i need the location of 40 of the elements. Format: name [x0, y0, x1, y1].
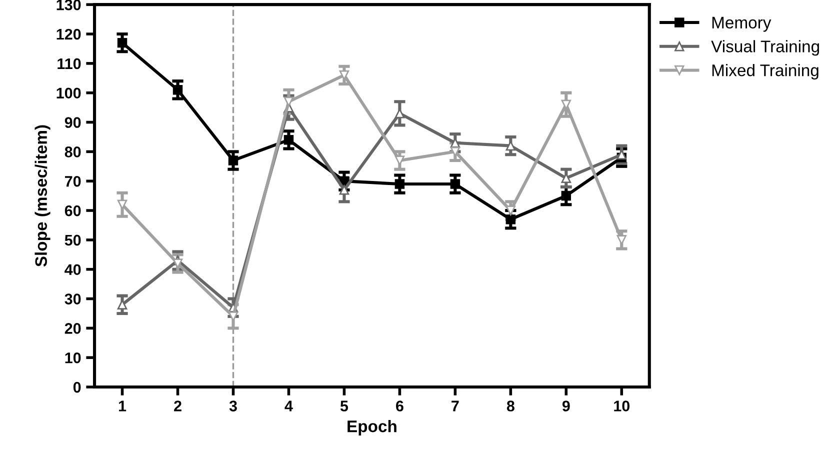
point [284, 135, 294, 145]
legend-label: Mixed Training [712, 64, 818, 80]
x-tick-label: 10 [614, 400, 630, 412]
x-tick-label: 4 [284, 400, 293, 412]
legend-label: Memory [712, 16, 772, 32]
point [394, 179, 405, 189]
point [172, 85, 183, 95]
x-tick-label: 5 [340, 400, 348, 412]
y-tick-label: 120 [56, 28, 81, 40]
y-tick-label: 50 [64, 234, 81, 246]
y-tick-label: 30 [64, 294, 81, 304]
x-tick-label: 2 [174, 400, 182, 412]
x-tick-label: 1 [118, 400, 126, 412]
point [450, 179, 460, 189]
y-tick-label: 100 [56, 88, 81, 99]
point [228, 156, 238, 166]
x-tick-label: 9 [562, 400, 570, 412]
point [506, 214, 516, 224]
x-tick-label: 6 [396, 400, 404, 412]
point [339, 185, 350, 195]
y-tick-label: 90 [64, 117, 81, 128]
point [394, 108, 405, 118]
y-tick-label: 10 [65, 352, 81, 364]
point [506, 206, 516, 216]
y-tick-label: 0 [73, 382, 81, 393]
x-tick-label: 3 [229, 400, 237, 412]
y-tick-label: 110 [58, 58, 81, 70]
point [117, 38, 128, 48]
point [561, 190, 572, 201]
y-tick-label: 40 [64, 264, 81, 276]
y-axis-title: Slope (msec/item) [34, 125, 50, 267]
x-tick-label: 7 [452, 400, 459, 412]
x-axis-title: Epoch [348, 420, 396, 436]
legend-label: Visual Training [711, 40, 819, 56]
y-tick-label: 60 [64, 205, 81, 216]
y-tick-label: 20 [64, 323, 81, 334]
y-tick-label: 80 [64, 146, 81, 158]
y-tick-label: 70 [65, 176, 81, 187]
point [284, 96, 294, 107]
x-tick-label: 8 [506, 400, 514, 412]
